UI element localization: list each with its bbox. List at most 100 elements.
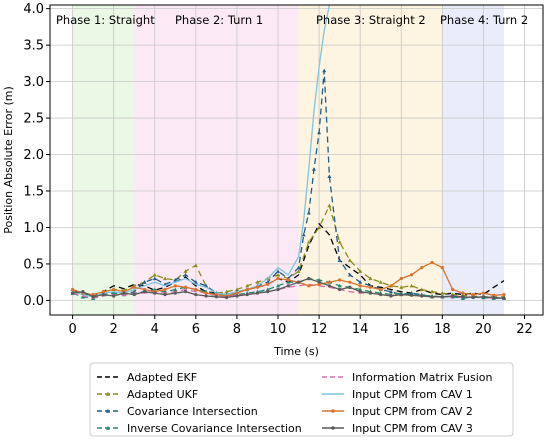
plot-frame [49, 4, 544, 316]
data-point [379, 287, 383, 292]
data-point [163, 292, 167, 297]
data-point [481, 291, 486, 295]
data-point [112, 287, 116, 292]
x-tick-label: 0 [68, 322, 76, 337]
data-point [152, 272, 157, 277]
data-point [471, 295, 475, 300]
x-tick-label: 22 [516, 322, 533, 337]
data-point [430, 289, 435, 294]
data-point [204, 291, 208, 295]
x-tick-label: 20 [475, 322, 492, 337]
data-point [368, 285, 373, 289]
data-point [307, 276, 311, 281]
x-tick-label: 10 [270, 322, 287, 337]
data-point [317, 282, 321, 286]
data-point [152, 276, 157, 281]
data-point [461, 295, 465, 299]
y-axis-title: Position Absolute Error (m) [2, 86, 15, 234]
phase-label: Phase 1: Straight [56, 13, 155, 27]
data-point [306, 240, 311, 244]
data-point [276, 287, 280, 292]
x-tick-label: 14 [352, 322, 369, 337]
data-point [286, 284, 290, 288]
data-point [204, 294, 208, 298]
data-point [265, 287, 270, 292]
x-tick-label: 8 [233, 322, 241, 337]
legend-label: Adapted EKF [127, 371, 197, 384]
data-point [358, 269, 363, 273]
x-axis-title: Time (s) [273, 345, 319, 358]
legend-label: Covariance Intersection [127, 405, 258, 418]
x-tick-label: 16 [393, 322, 410, 337]
data-point [471, 292, 475, 297]
legend-item: Input CPM from CAV 1 [322, 388, 473, 401]
data-point [70, 291, 75, 295]
legend-item: Adapted UKF [97, 388, 198, 401]
data-point [317, 225, 322, 230]
legend-item: Information Matrix Fusion [322, 371, 493, 384]
data-point [430, 295, 434, 299]
data-point [266, 282, 270, 286]
data-point [91, 292, 95, 297]
data-point [235, 291, 239, 295]
data-point [409, 273, 414, 277]
data-point [122, 291, 126, 295]
data-point [338, 287, 342, 292]
data-point [368, 276, 373, 281]
data-point [214, 292, 218, 297]
data-point [224, 289, 229, 294]
data-point [337, 283, 342, 288]
phase-label: Phase 3: Straight 2 [316, 13, 426, 27]
x-tick-label: 4 [151, 322, 159, 337]
data-point [183, 285, 188, 289]
series-lines [70, 4, 506, 300]
legend-item: Adapted EKF [97, 371, 197, 384]
data-point [163, 287, 167, 292]
data-point [358, 287, 363, 292]
data-point [194, 292, 198, 297]
data-point [502, 296, 506, 300]
data-point [173, 287, 178, 292]
data-point [101, 290, 106, 294]
legend-marker [331, 409, 335, 413]
data-point [276, 269, 281, 273]
legend-marker [106, 425, 110, 430]
y-tick-label: 0.0 [23, 294, 44, 309]
data-point [132, 292, 136, 297]
phase-label: Phase 2: Turn 1 [175, 13, 263, 27]
data-point [337, 258, 342, 262]
data-point [132, 285, 136, 289]
series-group [70, 260, 506, 298]
data-point [317, 130, 322, 135]
data-point [399, 285, 404, 289]
data-point [276, 272, 281, 277]
data-point [451, 294, 455, 298]
phase-bands [72, 5, 504, 315]
data-point [234, 287, 239, 292]
y-tick-label: 4.0 [23, 2, 44, 17]
data-point [317, 277, 322, 282]
data-point [276, 283, 281, 288]
y-tick-label: 3.5 [23, 39, 44, 54]
data-point [502, 292, 506, 297]
legend-label: Inverse Covariance Intersection [127, 422, 302, 435]
data-point [235, 294, 239, 298]
data-point [378, 280, 383, 284]
legend-label: Adapted UKF [127, 388, 198, 401]
data-point [338, 278, 342, 282]
legend-marker [106, 391, 110, 396]
data-point [193, 280, 198, 284]
data-point [409, 293, 414, 297]
y-tick-label: 2.5 [23, 112, 44, 127]
legend-label: Information Matrix Fusion [352, 371, 493, 384]
data-point [368, 291, 373, 295]
data-point [91, 295, 95, 299]
data-point [183, 272, 188, 277]
phase-band [442, 5, 504, 315]
data-point [255, 280, 260, 284]
data-point [419, 287, 424, 292]
data-point [245, 287, 249, 292]
y-tick-label: 0.5 [23, 257, 44, 272]
data-point [389, 294, 393, 298]
x-tick-label: 12 [311, 322, 328, 337]
